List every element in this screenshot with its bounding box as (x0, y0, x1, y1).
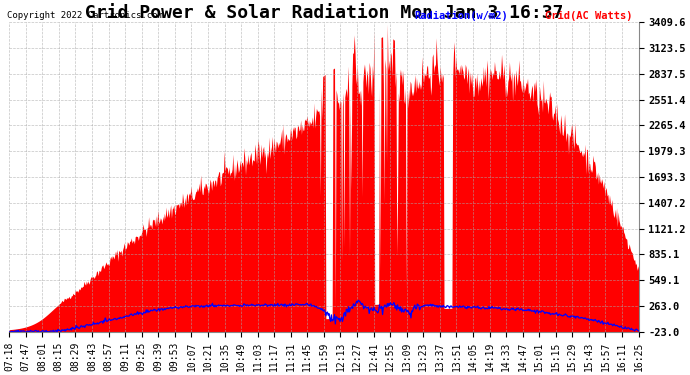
Text: Radiation(w/m2): Radiation(w/m2) (414, 11, 508, 21)
Text: Copyright 2022 Cartronics.com: Copyright 2022 Cartronics.com (7, 11, 163, 20)
Text: Grid(AC Watts): Grid(AC Watts) (545, 11, 633, 21)
Title: Grid Power & Solar Radiation Mon Jan 3 16:37: Grid Power & Solar Radiation Mon Jan 3 1… (85, 4, 563, 22)
